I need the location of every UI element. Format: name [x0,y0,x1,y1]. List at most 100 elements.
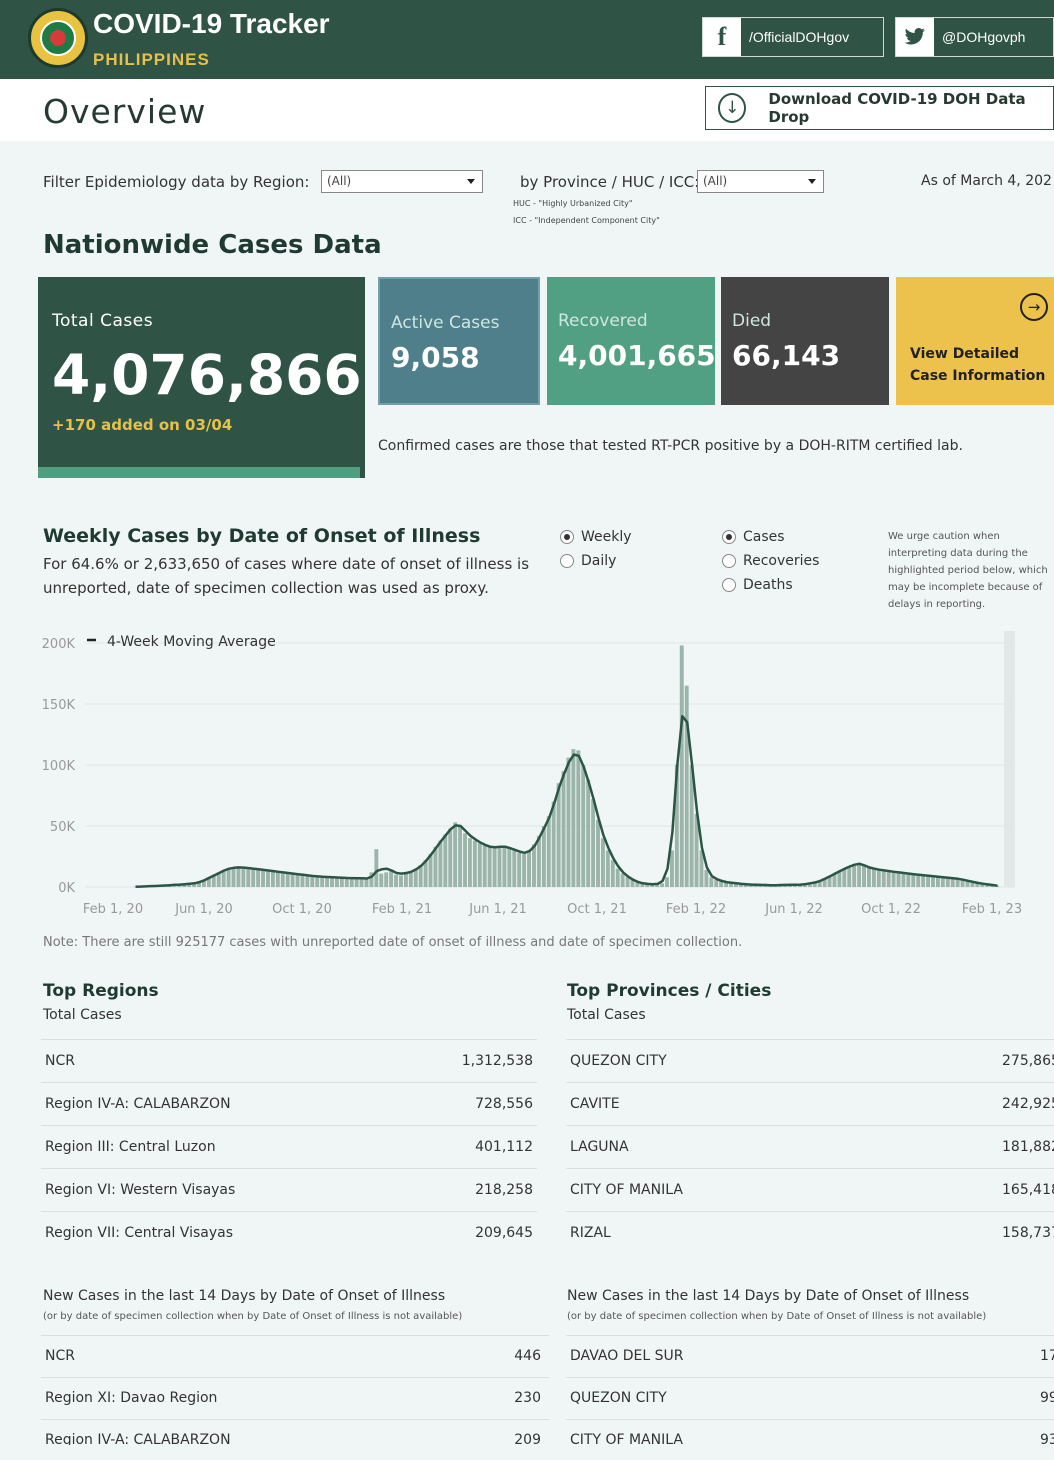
radio-weekly[interactable]: Weekly [560,529,632,545]
view-detailed-button[interactable]: → View Detailed Case Information [896,277,1054,405]
total-card-accent-bar [38,467,360,478]
bar [221,869,226,887]
row-value: 174 [1040,1348,1054,1364]
bar [660,883,665,887]
bar [940,877,945,887]
view-detailed-line1: View Detailed [910,346,1020,362]
twitter-link[interactable]: @DOHgovph [895,17,1054,57]
table-row: QUEZON CITY 99 [566,1377,1054,1419]
confirmed-note: Confirmed cases are those that tested RT… [378,438,963,454]
download-data-drop-button[interactable]: ↓ Download COVID-19 DOH Data Drop [705,86,1054,130]
bar [300,874,305,887]
row-value: 728,556 [475,1096,533,1112]
bar [403,873,408,887]
bar [817,880,822,887]
bar [886,871,891,887]
radio-weekly-label: Weekly [581,529,632,545]
region-select[interactable]: (All) [321,170,483,193]
row-name: Region VII: Central Visayas [45,1225,233,1241]
recovered-label: Recovered [558,311,648,331]
died-card: Died 66,143 [721,277,889,405]
bar [719,880,724,887]
bar [862,865,866,887]
radio-dot [560,530,574,544]
x-tick-label: Feb 1, 20 [83,902,143,917]
radio-cases[interactable]: Cases [722,529,785,545]
bar [931,876,935,887]
table-row: Region VI: Western Visayas 218,258 [41,1168,537,1211]
table-row: QUEZON CITY 275,865 [566,1039,1054,1082]
bar [876,869,881,887]
row-name: CAVITE [570,1096,620,1112]
bar [847,866,852,887]
bar [349,878,354,887]
region-select-value: (All) [327,174,352,188]
bar [379,873,384,887]
view-detailed-line2: Case Information [910,368,1046,384]
weekly-title: Weekly Cases by Date of Onset of Illness [43,525,481,547]
province-select[interactable]: (All) [697,170,824,193]
table-row: Region III: Central Luzon 401,112 [41,1125,537,1168]
bar [448,828,453,887]
bar [487,846,492,887]
top-regions-title: Top Regions [43,981,159,1001]
table-row: RIZAL 158,737 [566,1211,1054,1254]
x-tick-label: Jun 1, 21 [468,902,527,917]
row-value: 209,645 [475,1225,533,1241]
y-tick-label: 0K [58,881,75,896]
bar [527,850,532,887]
bar [251,868,256,887]
incomplete-period-band [1004,631,1015,887]
bar [674,765,679,887]
bar [285,872,290,887]
radio-deaths[interactable]: Deaths [722,577,793,593]
bar [837,871,842,887]
bar [197,882,201,887]
row-name: Region IV-A: CALABARZON [45,1096,231,1112]
bar [211,874,216,887]
total-cases-card: Total Cases 4,076,866 +170 added on 03/0… [38,277,365,478]
bar [546,816,551,887]
bar [665,877,669,887]
bar [433,846,438,887]
bar [891,871,896,887]
chevron-down-icon [467,179,475,184]
facebook-link[interactable]: f /OfficialDOHgov [702,17,884,57]
bar [315,876,320,887]
bar [650,884,655,887]
arrow-right-icon: → [1020,293,1048,321]
table-row: NCR 1,312,538 [41,1039,537,1082]
bar [339,877,344,887]
bar [827,876,832,887]
bar [871,868,876,887]
recovered-card: Recovered 4,001,665 [547,277,716,405]
bar [295,874,300,887]
table-row: DAVAO DEL SUR 174 [566,1335,1054,1377]
bar [330,877,334,887]
row-name: CITY OF MANILA [570,1432,683,1445]
bar [866,867,871,887]
moving-average-line [135,714,998,889]
bar [975,883,980,887]
row-value: 446 [514,1348,541,1364]
row-value: 165,418 [1002,1182,1054,1198]
bar [881,870,886,887]
bar [694,813,699,887]
x-tick-label: Feb 1, 23 [962,902,1022,917]
bar [334,877,339,887]
radio-dot [722,554,736,568]
bar [640,883,645,887]
radio-daily[interactable]: Daily [560,553,616,569]
bar [482,845,487,887]
bar [428,854,433,887]
bar [182,884,187,887]
y-tick-label: 100K [42,759,76,774]
bar [807,883,812,887]
bar [630,879,635,887]
bar [517,852,522,887]
top-regions-sub: Total Cases [43,1007,122,1023]
bar [926,876,931,887]
radio-recoveries[interactable]: Recoveries [722,553,819,569]
row-value: 275,865 [1002,1053,1054,1069]
table-row: CITY OF MANILA 165,418 [566,1168,1054,1211]
